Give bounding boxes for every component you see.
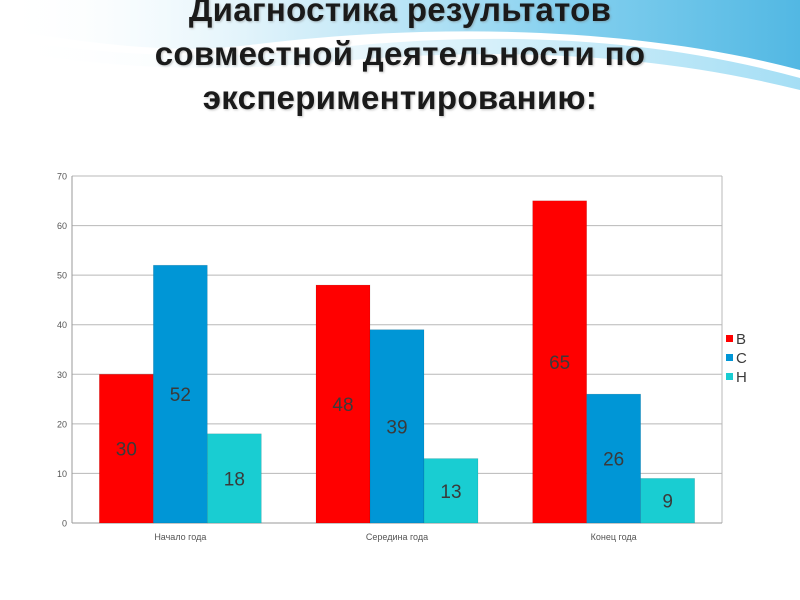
bar-2-С [369, 329, 425, 524]
bar-1-С [153, 264, 208, 524]
y-tick-label-60: 60 [57, 221, 67, 231]
y-tick-label-30: 30 [57, 370, 67, 380]
legend-swatch-В [726, 335, 733, 342]
y-tick-label-0: 0 [62, 519, 67, 529]
legend-label-Н: Н [736, 369, 747, 386]
y-tick-label-40: 40 [57, 320, 67, 330]
title-line-2: совместной деятельности по [154, 35, 646, 72]
legend-swatch-С [726, 354, 733, 361]
page-title: Диагностика результатов совместной деяте… [60, 0, 740, 120]
data-label-2-С: 39 [386, 417, 407, 438]
x-tick-label-2: Середина года [366, 532, 428, 542]
data-label-2-В: 48 [332, 395, 353, 416]
title-line-3: экспериментированию: [202, 79, 598, 116]
y-tick-label-70: 70 [57, 172, 67, 182]
bar-1-Н [207, 433, 262, 524]
title-line-1: Диагностика результатов [188, 0, 612, 28]
y-tick-label-10: 10 [57, 469, 67, 479]
data-label-1-С: 52 [170, 385, 191, 406]
bar-2-Н [423, 458, 479, 524]
data-label-1-В: 30 [116, 440, 137, 461]
decorative-wave-banner [0, 0, 800, 90]
data-label-3-В: 65 [549, 353, 570, 374]
x-tick-label-1: Начало года [154, 532, 206, 542]
y-tick-label-20: 20 [57, 419, 67, 429]
x-tick-label-3: Конец года [591, 532, 637, 542]
y-tick-label-50: 50 [57, 271, 67, 281]
data-label-3-С: 26 [603, 450, 624, 471]
data-label-1-Н: 18 [224, 469, 245, 490]
legend-swatch-Н [726, 373, 733, 380]
legend-label-С: С [736, 350, 747, 367]
legend-label-В: В [736, 331, 746, 348]
data-label-3-Н: 9 [662, 492, 673, 513]
bar-3-Н [640, 478, 695, 524]
bar-3-В [532, 200, 587, 524]
bar-2-В [315, 284, 371, 524]
bar-3-С [586, 393, 641, 524]
data-label-2-Н: 13 [440, 482, 461, 503]
